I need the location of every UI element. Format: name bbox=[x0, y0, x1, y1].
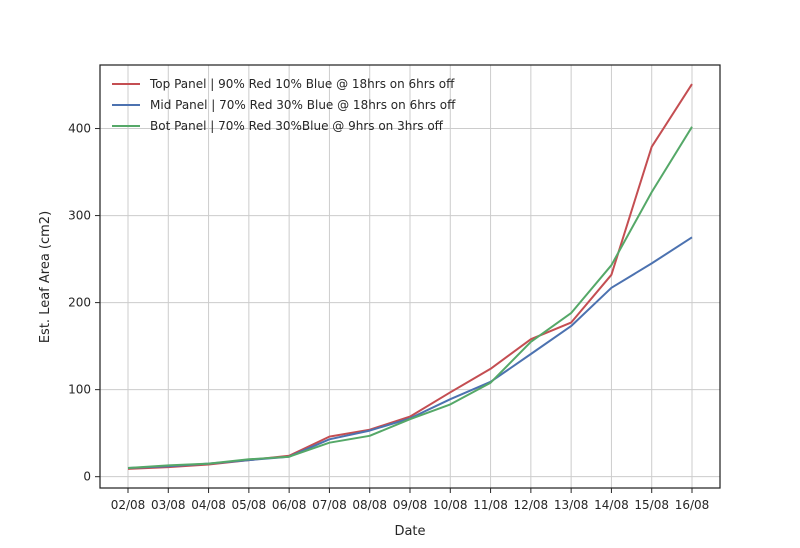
x-tick-label: 02/08 bbox=[111, 498, 146, 512]
y-tick-label: 400 bbox=[68, 122, 91, 136]
x-tick-label: 03/08 bbox=[151, 498, 186, 512]
x-tick-label: 16/08 bbox=[675, 498, 710, 512]
x-tick-label: 05/08 bbox=[232, 498, 267, 512]
x-tick-label: 15/08 bbox=[634, 498, 669, 512]
legend-label-2: Mid Panel | 70% Red 30% Blue @ 18hrs on … bbox=[150, 98, 456, 112]
x-tick-label: 09/08 bbox=[393, 498, 428, 512]
x-tick-label: 14/08 bbox=[594, 498, 629, 512]
y-axis-label: Est. Leaf Area (cm2) bbox=[38, 211, 53, 343]
y-tick-label: 300 bbox=[68, 209, 91, 223]
x-axis-label: Date bbox=[394, 524, 425, 539]
legend-label-3: Bot Panel | 70% Red 30%Blue @ 9hrs on 3h… bbox=[150, 119, 444, 133]
y-axis: 0 100 200 300 400 bbox=[68, 122, 100, 484]
x-tick-label: 07/08 bbox=[312, 498, 347, 512]
grid bbox=[100, 65, 720, 488]
x-tick-label: 13/08 bbox=[554, 498, 589, 512]
plot-lines bbox=[127, 83, 693, 470]
y-tick-label: 200 bbox=[68, 296, 91, 310]
y-tick-label: 100 bbox=[68, 383, 91, 397]
series-line-3 bbox=[127, 126, 693, 469]
legend: Top Panel | 90% Red 10% Blue @ 18hrs on … bbox=[112, 77, 456, 133]
x-tick-label: 06/08 bbox=[272, 498, 307, 512]
x-tick-label: 04/08 bbox=[191, 498, 226, 512]
x-tick-label: 08/08 bbox=[352, 498, 387, 512]
legend-label-1: Top Panel | 90% Red 10% Blue @ 18hrs on … bbox=[149, 77, 455, 91]
x-tick-label: 12/08 bbox=[514, 498, 549, 512]
y-tick-label: 0 bbox=[83, 470, 91, 484]
x-tick-label: 10/08 bbox=[433, 498, 468, 512]
x-axis: 02/08 03/08 04/08 05/08 06/08 07/08 08/08 09/08… bbox=[111, 488, 710, 512]
x-tick-label: 11/08 bbox=[473, 498, 508, 512]
